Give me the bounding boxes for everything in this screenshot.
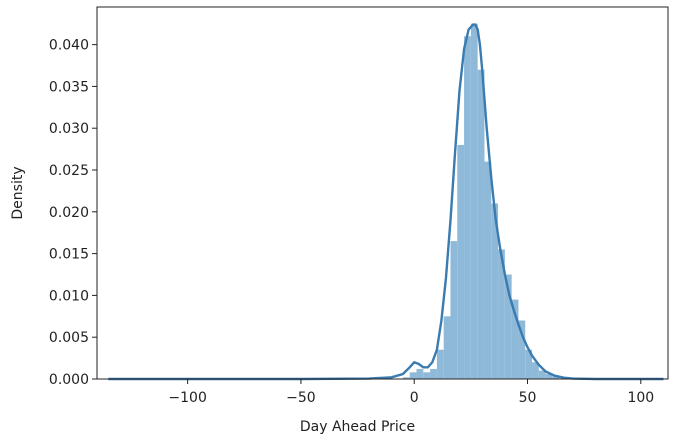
histogram-bar (430, 368, 437, 379)
histogram-bar (498, 249, 505, 379)
y-axis: 0.000 0.005 0.010 0.015 0.020 0.025 0.030 0.035… (49, 38, 97, 388)
histogram-bar (518, 320, 526, 379)
histogram-bar (504, 274, 512, 379)
y-tick-label: 0.030 (49, 121, 89, 137)
x-axis: −100 −50 0 50 100 (168, 379, 654, 406)
histogram-bar (450, 241, 458, 379)
histogram-bar (436, 349, 444, 379)
histogram-bar (423, 372, 431, 379)
y-tick-label: 0.015 (49, 247, 89, 263)
kde-line (108, 23, 664, 381)
x-axis-label: Day Ahead Price (300, 419, 415, 435)
histogram-bar (525, 349, 533, 379)
y-tick-label: 0.000 (49, 372, 89, 388)
y-tick-label: 0.010 (49, 288, 89, 304)
histogram-bar (538, 370, 546, 379)
histogram-bar (457, 144, 465, 379)
y-tick-label: 0.035 (49, 79, 89, 95)
histogram-bar (477, 69, 485, 380)
histogram-bars (402, 23, 560, 380)
histogram-bar (545, 373, 553, 379)
histogram-bar (402, 377, 410, 379)
y-tick-label: 0.025 (49, 163, 89, 179)
histogram-bar (416, 368, 424, 379)
x-tick-label: 100 (627, 390, 654, 406)
histogram-bar (409, 372, 417, 379)
x-tick-label: 50 (519, 390, 537, 406)
y-tick-label: 0.020 (49, 205, 89, 221)
histogram-bar (552, 376, 560, 379)
histogram-bar (511, 299, 519, 379)
histogram-bar (532, 362, 539, 379)
histogram-bar (491, 203, 499, 379)
y-tick-label: 0.005 (49, 330, 89, 346)
histogram-bar (470, 23, 478, 379)
y-tick-label: 0.040 (49, 38, 89, 54)
histogram-bar (484, 161, 492, 379)
x-tick-label: −100 (168, 390, 206, 406)
histogram-bar (443, 316, 451, 379)
x-tick-label: −50 (286, 390, 316, 406)
x-tick-label: 0 (410, 390, 419, 406)
y-axis-label: Density (10, 166, 26, 219)
plot-frame (96, 6, 669, 380)
histogram-bar (464, 36, 471, 380)
